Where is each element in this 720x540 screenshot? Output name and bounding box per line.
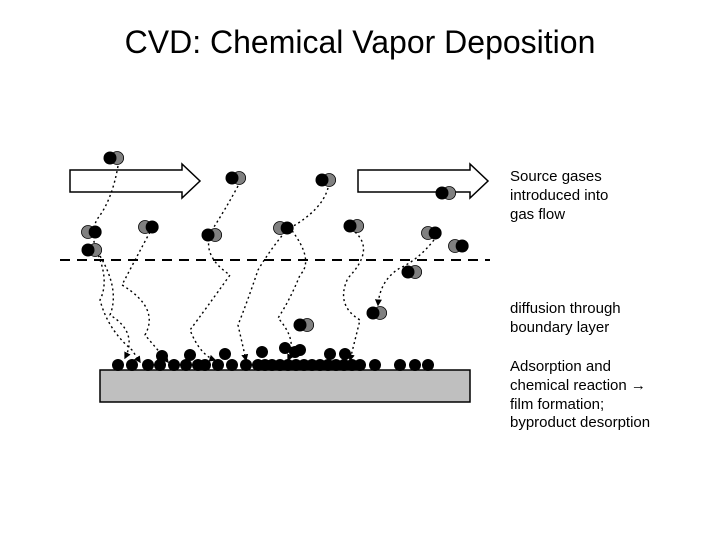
cvd-diagram [40, 100, 510, 430]
label-adsorption: Adsorption andchemical reaction →film fo… [510, 358, 650, 433]
page-title: CVD: Chemical Vapor Deposition [0, 24, 720, 61]
label-diffusion: diffusion throughboundary layer [510, 300, 621, 338]
label-source-gases: Source gasesintroduced intogas flow [510, 168, 608, 224]
